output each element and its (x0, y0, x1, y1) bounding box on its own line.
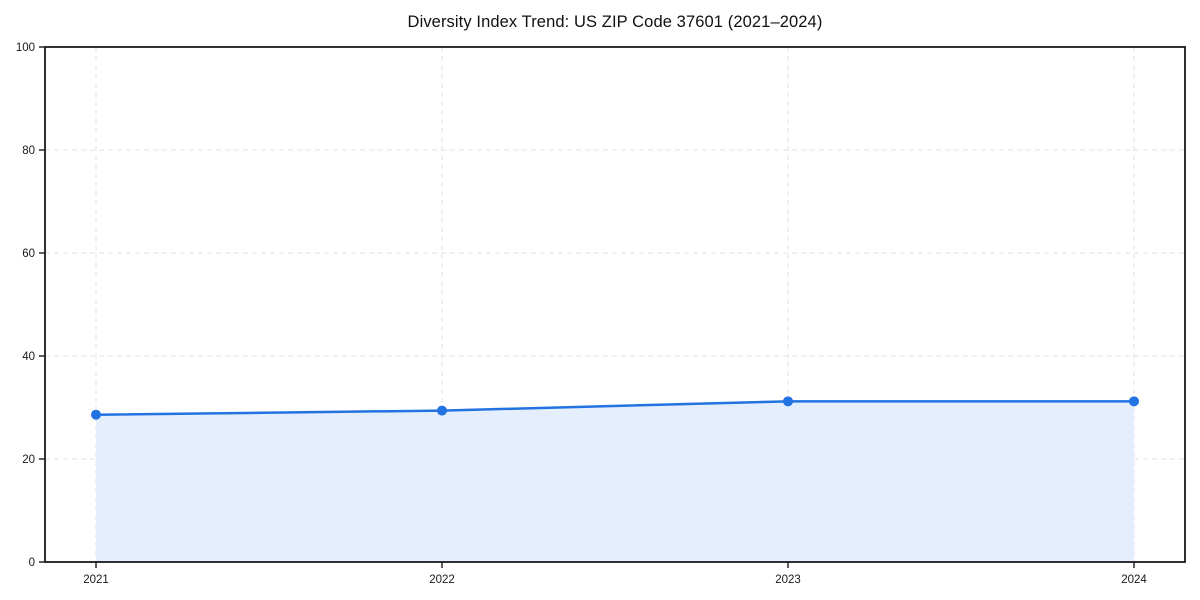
trend-line (94, 400, 1136, 416)
y-tick-label: 80 (22, 145, 35, 157)
y-tick-label: 40 (22, 351, 35, 363)
x-tick-label: 2022 (429, 574, 455, 586)
axis-spine (44, 46, 1186, 563)
area-fill (96, 401, 1134, 562)
data-point-marker (437, 405, 447, 416)
y-tick-label: 20 (22, 454, 35, 466)
data-point-marker (91, 409, 101, 420)
data-point-marker (1129, 396, 1139, 407)
y-tick-label: 0 (29, 557, 35, 569)
data-point-marker (783, 396, 793, 407)
y-tick-label: 100 (16, 42, 35, 54)
y-tick-label: 60 (22, 248, 35, 260)
chart-title: Diversity Index Trend: US ZIP Code 37601… (407, 13, 823, 31)
x-tick-label: 2021 (83, 574, 109, 586)
x-tick-label: 2024 (1121, 574, 1147, 586)
x-tick-label: 2023 (775, 574, 801, 586)
